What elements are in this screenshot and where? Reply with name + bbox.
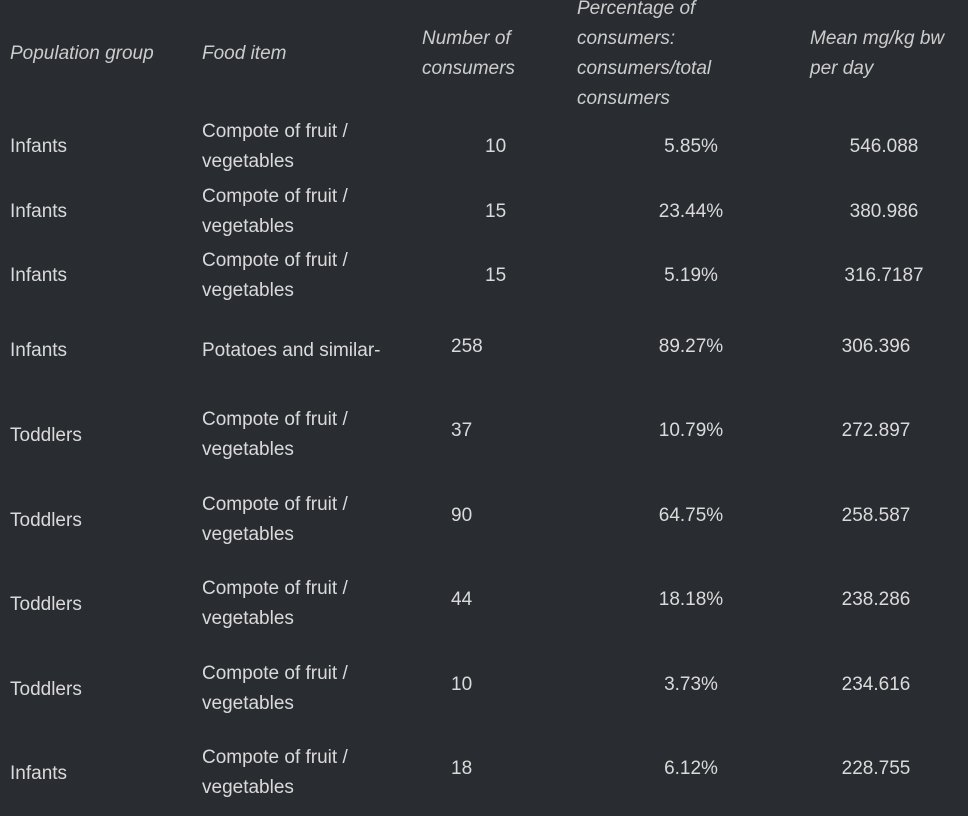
table-row: Toddlers Compote of fruit / vegetables 1…	[0, 659, 968, 719]
cell-mean: 306.396	[841, 336, 911, 357]
cell-food-item: Compote of fruit / vegetables	[202, 663, 348, 714]
cell-population-group: Toddlers	[10, 594, 82, 615]
cell-number-of-consumers: 258	[451, 336, 483, 357]
cell-mean: 258.587	[841, 505, 911, 526]
cell-population-group: Infants	[10, 763, 68, 784]
cell-percentage: 5.19%	[664, 265, 718, 286]
cell-population-group: Toddlers	[10, 425, 82, 446]
header-population-group: Population group	[10, 43, 154, 64]
table-row: Toddlers Compote of fruit / vegetables 4…	[0, 574, 968, 634]
cell-mean: 380.986	[849, 201, 919, 222]
cell-food-item: Compote of fruit / vegetables	[202, 494, 348, 545]
cell-mean: 228.755	[841, 758, 911, 779]
cell-population-group: Infants	[10, 340, 68, 361]
cell-percentage: 23.44%	[658, 201, 724, 222]
cell-population-group: Infants	[10, 265, 68, 286]
cell-food-item: Compote of fruit / vegetables	[202, 578, 348, 629]
header-percentage-of-consumers: Percentage of consumers: consumers/total…	[577, 0, 712, 109]
table-row: Toddlers Compote of fruit / vegetables 3…	[0, 405, 968, 465]
cell-number-of-consumers: 37	[451, 420, 473, 441]
cell-mean: 272.897	[841, 420, 911, 441]
table-row: Infants Compote of fruit / vegetables 10…	[0, 117, 968, 177]
cell-food-item: Compote of fruit / vegetables	[202, 250, 348, 301]
cell-mean: 316.7187	[844, 265, 924, 286]
cell-percentage: 89.27%	[658, 336, 724, 357]
cell-percentage: 3.73%	[664, 674, 718, 695]
cell-number-of-consumers: 44	[451, 589, 473, 610]
table-row: Infants Potatoes and similar- 258 89.27%…	[0, 336, 968, 366]
cell-population-group: Infants	[10, 136, 68, 157]
header-mean-mg-kg-bw-per-day: Mean mg/kg bw per day	[810, 28, 945, 79]
cell-percentage: 5.85%	[664, 136, 718, 157]
cell-number-of-consumers: 10	[485, 136, 507, 157]
cell-food-item: Compote of fruit / vegetables	[202, 121, 348, 172]
cell-mean: 234.616	[841, 674, 911, 695]
cell-food-item: Compote of fruit / vegetables	[202, 409, 348, 460]
cell-number-of-consumers: 15	[485, 265, 507, 286]
table-row: Infants Compote of fruit / vegetables 18…	[0, 743, 968, 803]
cell-percentage: 18.18%	[658, 589, 724, 610]
cell-food-item: Compote of fruit / vegetables	[202, 186, 348, 237]
table-row: Infants Compote of fruit / vegetables 15…	[0, 182, 968, 242]
cell-percentage: 64.75%	[658, 505, 724, 526]
cell-mean: 238.286	[841, 589, 911, 610]
cell-number-of-consumers: 90	[451, 505, 473, 526]
cell-percentage: 10.79%	[658, 420, 724, 441]
cell-population-group: Infants	[10, 201, 68, 222]
cell-population-group: Toddlers	[10, 510, 82, 531]
cell-number-of-consumers: 15	[485, 201, 507, 222]
table-row: Infants Compote of fruit / vegetables 15…	[0, 246, 968, 306]
table-row: Toddlers Compote of fruit / vegetables 9…	[0, 490, 968, 550]
header-food-item: Food item	[202, 43, 287, 64]
header-number-of-consumers: Number of consumers	[422, 28, 515, 79]
cell-population-group: Toddlers	[10, 679, 82, 700]
cell-number-of-consumers: 10	[451, 674, 473, 695]
cell-food-item: Potatoes and similar-	[202, 340, 381, 361]
cell-number-of-consumers: 18	[451, 758, 473, 779]
cell-mean: 546.088	[849, 136, 919, 157]
cell-percentage: 6.12%	[664, 758, 718, 779]
cell-food-item: Compote of fruit / vegetables	[202, 747, 348, 798]
